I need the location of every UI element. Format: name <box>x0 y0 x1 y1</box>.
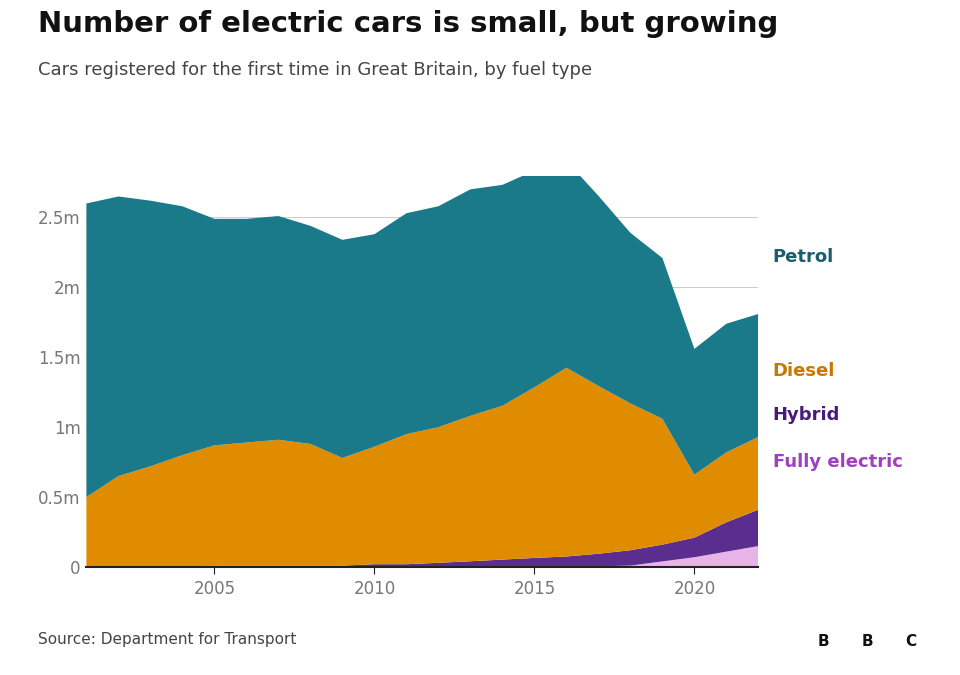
Text: C: C <box>905 634 917 649</box>
Text: Fully electric: Fully electric <box>773 454 902 471</box>
Text: Hybrid: Hybrid <box>773 406 840 424</box>
Bar <box>892 622 930 663</box>
Text: B: B <box>817 634 828 649</box>
Text: Number of electric cars is small, but growing: Number of electric cars is small, but gr… <box>38 10 779 38</box>
Text: Cars registered for the first time in Great Britain, by fuel type: Cars registered for the first time in Gr… <box>38 61 592 79</box>
Bar <box>804 622 842 663</box>
Bar <box>848 622 886 663</box>
Text: Petrol: Petrol <box>773 248 834 265</box>
Text: Diesel: Diesel <box>773 362 835 380</box>
Text: Source: Department for Transport: Source: Department for Transport <box>38 632 297 647</box>
Text: B: B <box>861 634 873 649</box>
